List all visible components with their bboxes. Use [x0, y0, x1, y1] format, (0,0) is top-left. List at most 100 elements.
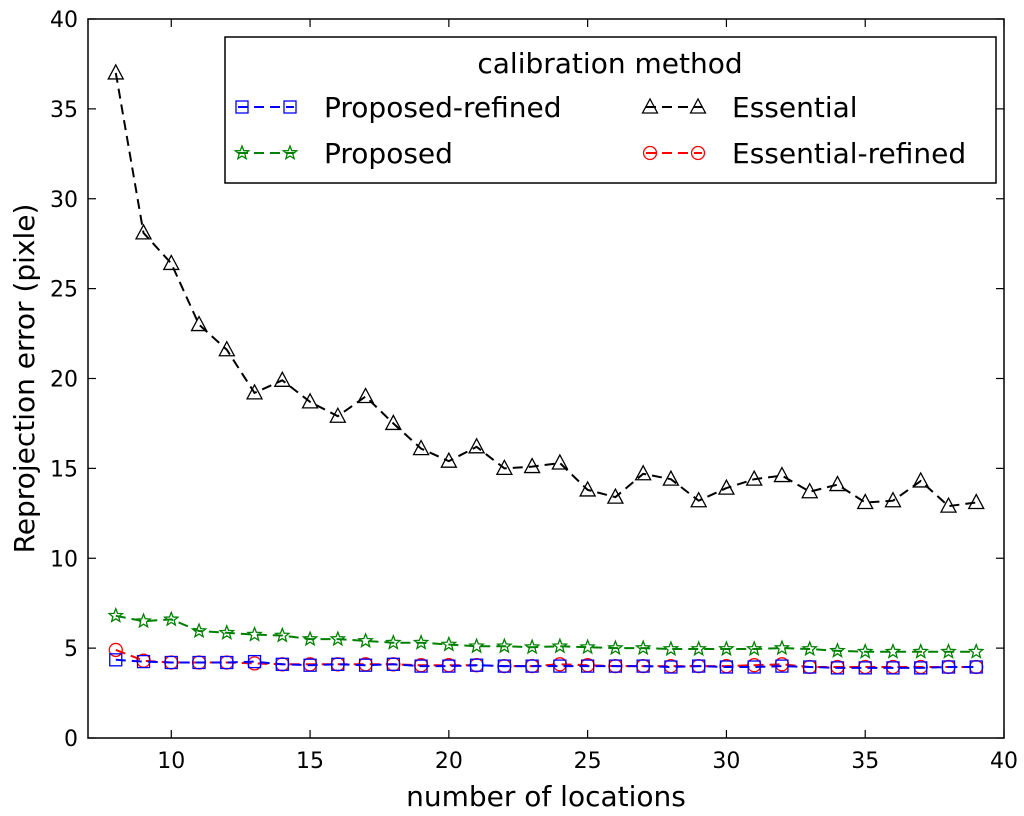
legend-label-proposed-refined: Proposed-refined	[324, 91, 562, 124]
data-point-proposed	[940, 642, 957, 659]
x-tick-label: 10	[157, 749, 185, 774]
data-point-proposed	[135, 612, 152, 629]
data-point-proposed	[829, 642, 846, 658]
data-point-proposed	[246, 625, 263, 642]
y-tick-label: 35	[50, 98, 78, 123]
legend: calibration method Proposed-refined Essen…	[224, 36, 997, 184]
data-point-essential	[551, 453, 569, 470]
data-point-proposed-refined	[664, 660, 678, 674]
data-point-proposed	[884, 642, 902, 659]
data-point-proposed	[162, 610, 180, 627]
data-point-proposed	[773, 639, 791, 656]
data-point-essential	[107, 63, 125, 80]
axis-ticks: 10 15 20 25 30 35 40 0 5 10 15 20 25 30 35 40	[50, 8, 1018, 774]
data-point-essential	[301, 392, 319, 409]
x-tick-label: 30	[712, 749, 740, 774]
data-point-proposed-refined	[303, 658, 317, 672]
data-point-proposed	[579, 638, 597, 655]
data-point-proposed-refined	[692, 659, 706, 673]
data-point-essential	[440, 451, 458, 468]
data-point-essential-refined	[108, 642, 123, 658]
data-point-essential	[245, 383, 264, 400]
data-point-essential	[162, 254, 180, 271]
series-essential-refined	[108, 642, 984, 675]
data-point-essential	[523, 457, 541, 474]
legend-entry-proposed: Proposed	[233, 137, 453, 170]
data-point-proposed	[495, 637, 513, 654]
data-point-proposed	[662, 640, 680, 657]
legend-entries: Proposed-refined Essential Proposed Essenti…	[233, 91, 966, 170]
data-point-essential	[717, 478, 736, 495]
legend-entry-essential-refined: Essential-refined	[642, 137, 966, 170]
data-point-essential	[384, 414, 402, 431]
data-point-proposed	[551, 637, 569, 654]
data-point-proposed	[607, 639, 624, 656]
x-tick-label: 15	[296, 749, 324, 774]
data-point-essential	[745, 469, 763, 486]
series-proposed	[107, 606, 985, 659]
data-point-essential	[662, 469, 680, 486]
data-point-proposed	[967, 642, 985, 659]
y-tick-label: 20	[50, 368, 78, 393]
x-tick-label: 25	[574, 749, 602, 774]
legend-entry-essential: Essential	[641, 91, 858, 124]
legend-marker-essential	[641, 97, 659, 114]
y-tick-label: 30	[50, 188, 78, 213]
data-point-essential	[828, 475, 847, 492]
data-point-proposed	[912, 642, 930, 659]
data-point-proposed-refined	[331, 657, 345, 671]
data-point-proposed	[634, 639, 652, 656]
data-point-essential	[329, 406, 347, 423]
y-tick-label: 40	[50, 8, 78, 33]
data-point-essential	[912, 471, 930, 488]
legend-title: calibration method	[477, 47, 742, 80]
data-point-proposed-refined	[497, 659, 512, 673]
data-point-proposed	[190, 622, 208, 639]
data-point-proposed-refined	[858, 661, 872, 675]
y-tick-label: 5	[64, 637, 78, 662]
data-point-essential	[218, 340, 236, 357]
data-point-essential	[801, 482, 819, 499]
data-point-proposed-refined	[830, 661, 845, 675]
data-point-proposed	[801, 640, 819, 657]
data-point-proposed-refined	[164, 655, 178, 670]
legend-box	[224, 36, 997, 184]
data-point-proposed-refined	[719, 660, 734, 674]
legend-marker-proposed	[233, 144, 251, 161]
data-point-proposed-refined	[136, 654, 151, 669]
data-point-proposed	[412, 633, 430, 650]
data-point-essential	[273, 370, 291, 387]
data-point-proposed-refined	[608, 659, 623, 673]
data-point-proposed	[468, 637, 485, 654]
data-point-proposed	[301, 630, 319, 647]
data-point-essential	[634, 464, 652, 481]
legend-label-proposed: Proposed	[324, 137, 453, 170]
x-tick-label: 35	[851, 749, 879, 774]
series-line-proposed	[115, 614, 977, 653]
data-point-proposed-refined	[803, 660, 817, 674]
x-tick-label: 20	[435, 749, 463, 774]
legend-marker-essential-refined	[642, 145, 658, 161]
data-point-proposed-refined	[636, 659, 650, 673]
x-axis-label: number of locations	[406, 780, 686, 813]
data-point-proposed-refined	[525, 659, 539, 673]
data-point-essential	[856, 493, 874, 510]
data-point-essential	[495, 458, 513, 476]
y-tick-label: 0	[64, 727, 78, 752]
legend-label-essential-refined: Essential-refined	[732, 137, 966, 170]
data-point-proposed	[856, 642, 874, 659]
data-point-proposed-refined	[969, 660, 983, 674]
legend-marker-proposed-refined	[235, 100, 249, 114]
data-point-proposed-refined	[414, 659, 428, 673]
data-point-proposed	[690, 640, 708, 657]
data-point-proposed-refined	[109, 653, 123, 667]
legend-marker-proposed	[281, 144, 299, 161]
data-point-essential	[579, 480, 597, 497]
y-tick-label: 25	[50, 278, 78, 303]
data-point-essential	[606, 487, 624, 504]
data-point-proposed	[523, 638, 541, 655]
data-point-proposed-refined	[914, 661, 928, 675]
data-point-proposed-refined	[358, 658, 373, 672]
data-point-proposed-refined	[469, 658, 484, 672]
data-point-essential	[412, 439, 430, 456]
